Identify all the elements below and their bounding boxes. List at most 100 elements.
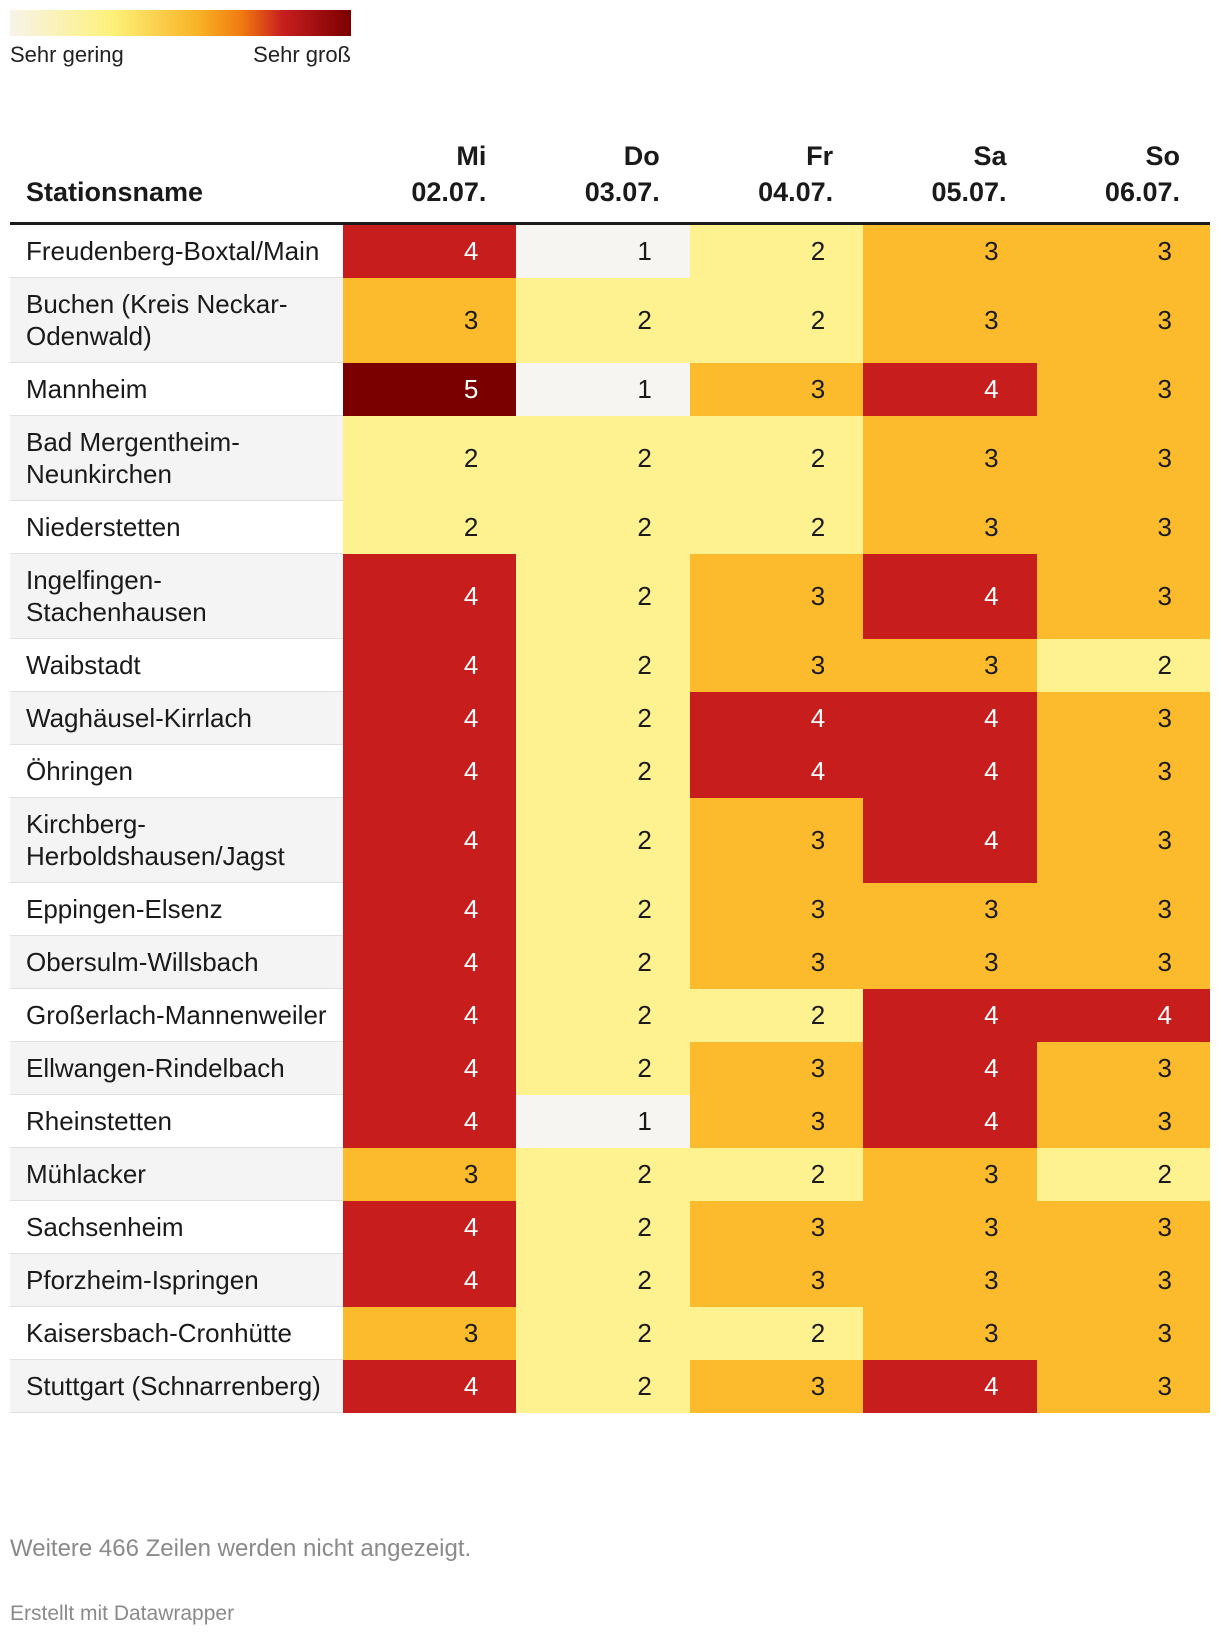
heat-cell: 2 (689, 500, 864, 554)
heat-cell: 4 (1036, 988, 1210, 1042)
heat-cell: 2 (689, 1147, 864, 1201)
heat-cell: 3 (689, 935, 864, 989)
heat-cell: 4 (343, 691, 517, 745)
heat-cell: 3 (863, 223, 1037, 278)
heat-cell: 3 (1036, 223, 1210, 278)
heat-cell: 3 (1036, 553, 1210, 639)
heat-cell: 4 (863, 988, 1037, 1042)
table-row: Stuttgart (Schnarrenberg) 4 2 3 4 3 (10, 1359, 1210, 1413)
column-header-date: 05.07. (931, 177, 1007, 207)
column-header-date: 06.07. (1104, 177, 1180, 207)
station-name-cell: Stuttgart (Schnarrenberg) (10, 1359, 343, 1413)
heat-cell: 2 (516, 935, 690, 989)
heat-cell: 2 (516, 500, 690, 554)
station-name-cell: Kirchberg-Herboldshausen/Jagst (10, 797, 343, 883)
heat-cell: 4 (343, 1253, 517, 1307)
table-row: Obersulm-Willsbach 4 2 3 3 3 (10, 935, 1210, 989)
table-row: Eppingen-Elsenz 4 2 3 3 3 (10, 882, 1210, 936)
table-row: Waibstadt 4 2 3 3 2 (10, 638, 1210, 692)
heat-cell: 2 (516, 1200, 690, 1254)
table-row: Öhringen 4 2 4 4 3 (10, 744, 1210, 798)
heat-cell: 3 (863, 1200, 1037, 1254)
column-header-weekday: Do (623, 141, 660, 171)
station-name-cell: Waghäusel-Kirrlach (10, 691, 343, 745)
station-name-cell: Großerlach-Mannenweiler (10, 988, 343, 1042)
station-name-cell: Waibstadt (10, 638, 343, 692)
heat-cell: 4 (343, 1359, 517, 1413)
table-row: Großerlach-Mannenweiler 4 2 2 4 4 (10, 988, 1210, 1042)
heat-cell: 2 (343, 500, 517, 554)
heat-cell: 4 (343, 797, 517, 883)
heat-cell: 2 (689, 988, 864, 1042)
heat-cell: 3 (863, 415, 1037, 501)
column-header-day-1[interactable]: Mi 02.07. (343, 116, 517, 225)
heat-cell: 2 (516, 691, 690, 745)
heat-cell: 1 (516, 1094, 690, 1148)
heat-cell: 2 (689, 1306, 864, 1360)
table-row: Buchen (Kreis Neckar-Odenwald) 3 2 2 3 3 (10, 277, 1210, 363)
table-row: Waghäusel-Kirrlach 4 2 4 4 3 (10, 691, 1210, 745)
heat-cell: 1 (516, 223, 690, 278)
heat-cell: 3 (863, 1253, 1037, 1307)
heat-cell: 3 (1036, 362, 1210, 416)
station-name-cell: Freudenberg-Boxtal/Main (10, 223, 343, 278)
heat-cell: 4 (343, 1094, 517, 1148)
station-name-cell: Kaisersbach-Cronhütte (10, 1306, 343, 1360)
station-name-cell: Mannheim (10, 362, 343, 416)
heat-cell: 4 (343, 988, 517, 1042)
heat-cell: 3 (343, 1306, 517, 1360)
column-header-day-2[interactable]: Do 03.07. (516, 116, 690, 225)
heat-cell: 3 (689, 882, 864, 936)
heat-cell: 2 (689, 223, 864, 278)
column-header-date: 04.07. (758, 177, 834, 207)
heat-cell: 3 (863, 500, 1037, 554)
table-row: Mannheim 5 1 3 4 3 (10, 362, 1210, 416)
heat-cell: 3 (863, 1147, 1037, 1201)
heat-cell: 4 (343, 1041, 517, 1095)
column-header-day-4[interactable]: Sa 05.07. (863, 116, 1037, 225)
heat-cell: 4 (863, 744, 1037, 798)
column-header-stationsname[interactable]: Stationsname (10, 116, 343, 225)
column-header-day-5[interactable]: So 06.07. (1036, 116, 1210, 225)
heat-cell: 3 (1036, 277, 1210, 363)
heat-cell: 3 (689, 797, 864, 883)
heat-cell: 3 (1036, 882, 1210, 936)
heat-cell: 2 (516, 882, 690, 936)
heat-cell: 2 (516, 1359, 690, 1413)
heat-cell: 2 (689, 415, 864, 501)
heat-cell: 4 (863, 797, 1037, 883)
heat-cell: 3 (689, 1253, 864, 1307)
heat-cell: 2 (516, 988, 690, 1042)
color-legend: Sehr gering Sehr groß (10, 10, 351, 72)
heat-cell: 3 (1036, 691, 1210, 745)
heat-cell: 5 (343, 362, 517, 416)
station-name-cell: Ingelfingen-Stachenhausen (10, 553, 343, 639)
legend-low-label: Sehr gering (10, 42, 124, 67)
heat-cell: 4 (343, 935, 517, 989)
table-row: Niederstetten 2 2 2 3 3 (10, 500, 1210, 554)
station-name-cell: Obersulm-Willsbach (10, 935, 343, 989)
heat-cell: 3 (689, 1094, 864, 1148)
heat-cell: 2 (516, 1147, 690, 1201)
heat-cell: 3 (863, 935, 1037, 989)
heat-cell: 2 (516, 1253, 690, 1307)
table-row: Freudenberg-Boxtal/Main 4 1 2 3 3 (10, 223, 1210, 278)
column-header-weekday: Fr (806, 141, 834, 171)
heat-cell: 3 (863, 882, 1037, 936)
table-row: Kaisersbach-Cronhütte 3 2 2 3 3 (10, 1306, 1210, 1360)
heat-cell: 3 (863, 1306, 1037, 1360)
heat-cell: 2 (516, 415, 690, 501)
column-header-day-3[interactable]: Fr 04.07. (689, 116, 864, 225)
heat-cell: 3 (1036, 500, 1210, 554)
column-header-weekday: Mi (456, 141, 487, 171)
heat-cell: 3 (689, 1041, 864, 1095)
more-rows-note: Weitere 466 Zeilen werden nicht angezeig… (10, 1535, 472, 1562)
heat-cell: 2 (516, 1306, 690, 1360)
heat-cell: 4 (343, 1200, 517, 1254)
table-row: Pforzheim-Ispringen 4 2 3 3 3 (10, 1253, 1210, 1307)
heatmap-table: Stationsname Mi 02.07. Do 03.07. Fr 04.07. … (10, 116, 1210, 1413)
heat-cell: 1 (516, 362, 690, 416)
heat-cell: 3 (863, 277, 1037, 363)
station-name-cell: Sachsenheim (10, 1200, 343, 1254)
heat-cell: 3 (689, 1200, 864, 1254)
